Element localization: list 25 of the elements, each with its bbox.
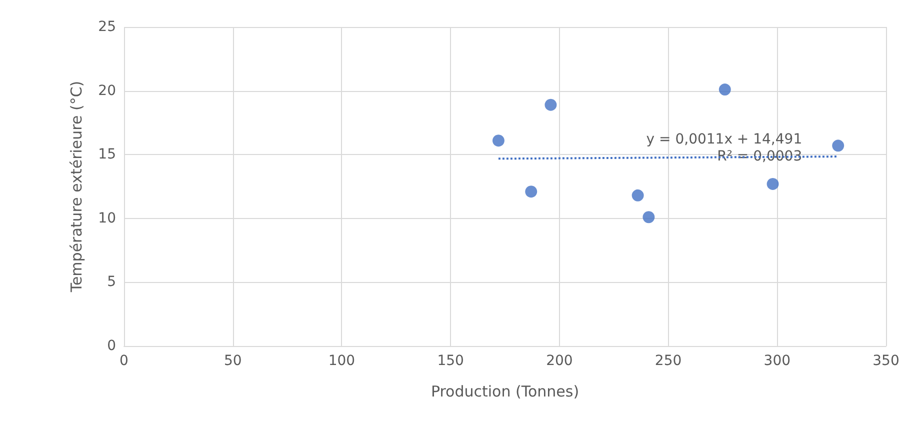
y-tick-label: 10 bbox=[98, 210, 116, 226]
annotation: y = 0,0011x + 14,491 bbox=[646, 132, 802, 148]
point bbox=[632, 189, 644, 202]
x-tick-label: 0 bbox=[120, 353, 128, 369]
x-tick-label: 150 bbox=[437, 353, 464, 369]
point bbox=[492, 134, 504, 147]
y-tick-label: 25 bbox=[98, 19, 116, 35]
point bbox=[832, 140, 844, 152]
point bbox=[544, 98, 557, 111]
x-tick-label: 300 bbox=[764, 353, 791, 369]
point bbox=[766, 178, 779, 190]
point bbox=[525, 186, 538, 198]
y-tick-label: 5 bbox=[107, 274, 116, 290]
x-axis-title: Production (Tonnes) bbox=[430, 382, 580, 400]
point bbox=[642, 211, 655, 224]
y-tick-label: 20 bbox=[98, 82, 116, 99]
y-tick-label: 15 bbox=[98, 146, 116, 163]
y-tick-label: 0 bbox=[107, 338, 116, 354]
x-tick-label: 100 bbox=[328, 353, 356, 369]
point bbox=[718, 84, 731, 96]
y-axis-title: Température extérieure (°C) bbox=[68, 80, 86, 294]
x-tick-label: 350 bbox=[872, 353, 900, 369]
x-tick-label: 50 bbox=[224, 353, 242, 369]
x-tick-label: 250 bbox=[654, 353, 682, 369]
x-tick-label: 200 bbox=[546, 353, 573, 369]
